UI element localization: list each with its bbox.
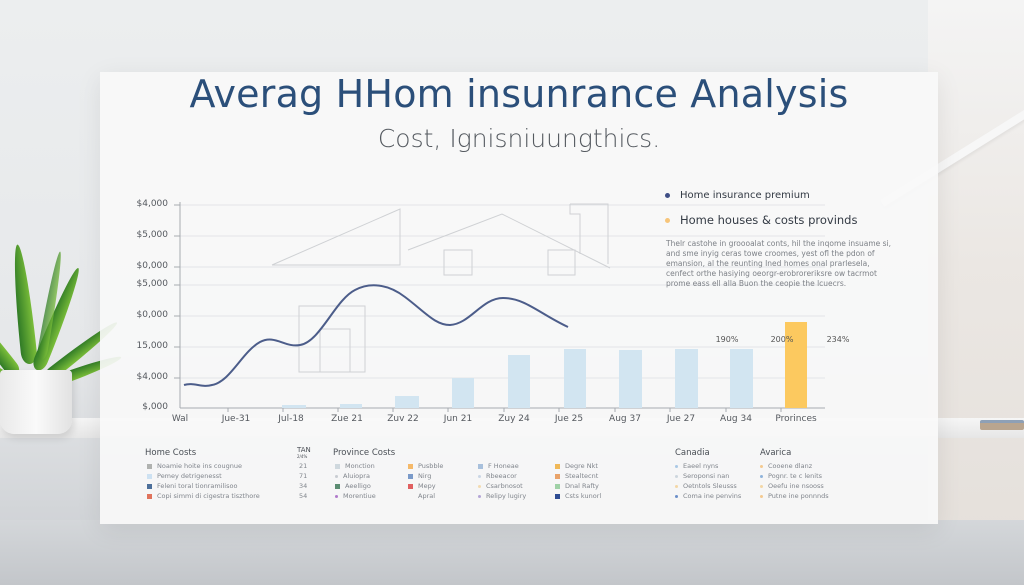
y-tick-label: $5,000 — [136, 230, 169, 240]
province-item: Degre Nkt — [555, 462, 598, 470]
province-item: Apral — [418, 492, 436, 500]
province-item: Monction — [335, 462, 375, 470]
y-tick-label: $5,000 — [136, 279, 169, 289]
x-tick-label: Zuy 24 — [498, 414, 530, 424]
house-sketch-decoration — [271, 203, 611, 373]
legend-label: Home insurance premium — [680, 190, 810, 201]
legend-item-houses: Home houses & costs provinds — [665, 213, 895, 227]
x-tick-label: Aug 37 — [609, 414, 641, 424]
x-tick-label: Jul-18 — [278, 414, 304, 424]
province-item: F Honeae — [478, 462, 519, 470]
province-item: Csarbnosot — [478, 482, 523, 490]
home-cost-value: 71 — [299, 472, 308, 480]
chart-plot — [174, 202, 825, 412]
x-tick-label: Zuv 22 — [387, 414, 419, 424]
province-item: Morentiue — [335, 492, 376, 500]
y-tick-label: 15,000 — [136, 341, 169, 351]
y-tick-label: $4,000 — [136, 199, 169, 209]
legend-label: Home houses & costs provinds — [680, 213, 858, 227]
chart-legend: Home insurance premium Home houses & cos… — [665, 190, 895, 289]
legend-item-premium: Home insurance premium — [665, 190, 895, 201]
avarica-item: Putne ine ponnnds — [760, 492, 829, 500]
province-item: Relipy lugiry — [478, 492, 526, 500]
premium-line — [183, 284, 569, 387]
home-cost-row: Feleni toral tionramilisoo — [147, 482, 237, 490]
province-item: Stealtecnt — [555, 472, 598, 480]
x-tick-label: Jue-31 — [221, 414, 251, 424]
avarica-item: Cooene dlanz — [760, 462, 812, 470]
y-tick-label: $,000 — [142, 402, 168, 412]
home-cost-value: 34 — [299, 482, 308, 490]
legend-dot-icon — [665, 217, 670, 223]
background-floor — [0, 520, 1024, 585]
background-wall-right — [928, 0, 1024, 585]
province-item: Pusbble — [408, 462, 443, 470]
highlight-bar — [785, 322, 807, 408]
avarica-item: Oeefu ine nsooss — [760, 482, 824, 490]
value-subheader: 2/4% — [297, 454, 308, 459]
x-tick-label: Jue 27 — [666, 414, 696, 424]
canadia-item: Coma ine penvins — [675, 492, 741, 500]
home-cost-row: Noamie hoite ins cougnue — [147, 462, 242, 470]
x-tick-label: Jue 25 — [554, 414, 584, 424]
home-cost-value: 54 — [299, 492, 308, 500]
x-tick-label: Wal — [171, 414, 189, 424]
plant-pot — [0, 370, 72, 434]
cost-breakdown-table: Home Costs TAN 2/4% Noamie hoite ins cou… — [145, 446, 905, 508]
province-item: Csts kunorl — [555, 492, 601, 500]
province-item: Aluiopra — [335, 472, 370, 480]
x-tick-label: Aug 34 — [720, 414, 752, 424]
avarica-header: Avarica — [760, 448, 792, 458]
y-tick-label: $0,000 — [136, 310, 169, 320]
canadia-header: Canadia — [675, 448, 710, 458]
analysis-panel: Averag HHom insunrance Analysis Cost, Ig… — [100, 72, 938, 524]
canadia-item: Eaeel nyns — [675, 462, 718, 470]
province-item: Dnal Rafty — [555, 482, 599, 490]
y-tick-label: $4,000 — [136, 372, 169, 382]
x-tick-label: Prorinces — [775, 414, 817, 424]
home-cost-row: Pemey detrigenesst — [147, 472, 222, 480]
province-item: Rbeeacor — [478, 472, 517, 480]
potted-plant-decoration — [0, 240, 124, 440]
legend-description: Thelr castohe in groooalat conts, hil th… — [666, 239, 892, 288]
x-tick-label: Jun 21 — [443, 414, 473, 424]
value-header: TAN — [297, 446, 311, 454]
province-item: Nirg — [408, 472, 431, 480]
bar-data-label: 200% — [770, 335, 794, 344]
legend-dot-icon — [665, 193, 670, 198]
avarica-item: Pognr. te c lenits — [760, 472, 822, 480]
book-decoration — [980, 420, 1024, 430]
page-title: Averag HHom insunrance Analysis — [189, 72, 849, 116]
home-costs-header: Home Costs — [145, 448, 197, 458]
province-item: Mepy — [408, 482, 436, 490]
chart-area: $4,000 $5,000 $0,000 $5,000 $0,000 15,00… — [130, 192, 850, 432]
x-tick-label: Zue 21 — [331, 414, 363, 424]
canadia-item: Oetntols Sleusss — [675, 482, 737, 490]
y-tick-label: $0,000 — [136, 261, 169, 271]
province-item: Aeelligo — [335, 482, 371, 490]
bar-data-label: 190% — [715, 335, 739, 344]
page-subtitle: Cost, Ignisniuungthics. — [377, 124, 661, 153]
bar-data-label: 234% — [826, 335, 850, 344]
bar-series — [282, 349, 753, 408]
home-cost-value: 21 — [299, 462, 308, 470]
home-cost-row: Copi simmi di cigestra tiszthore — [147, 492, 260, 500]
province-costs-header: Province Costs — [333, 448, 396, 458]
canadia-item: Seroponsi nan — [675, 472, 729, 480]
